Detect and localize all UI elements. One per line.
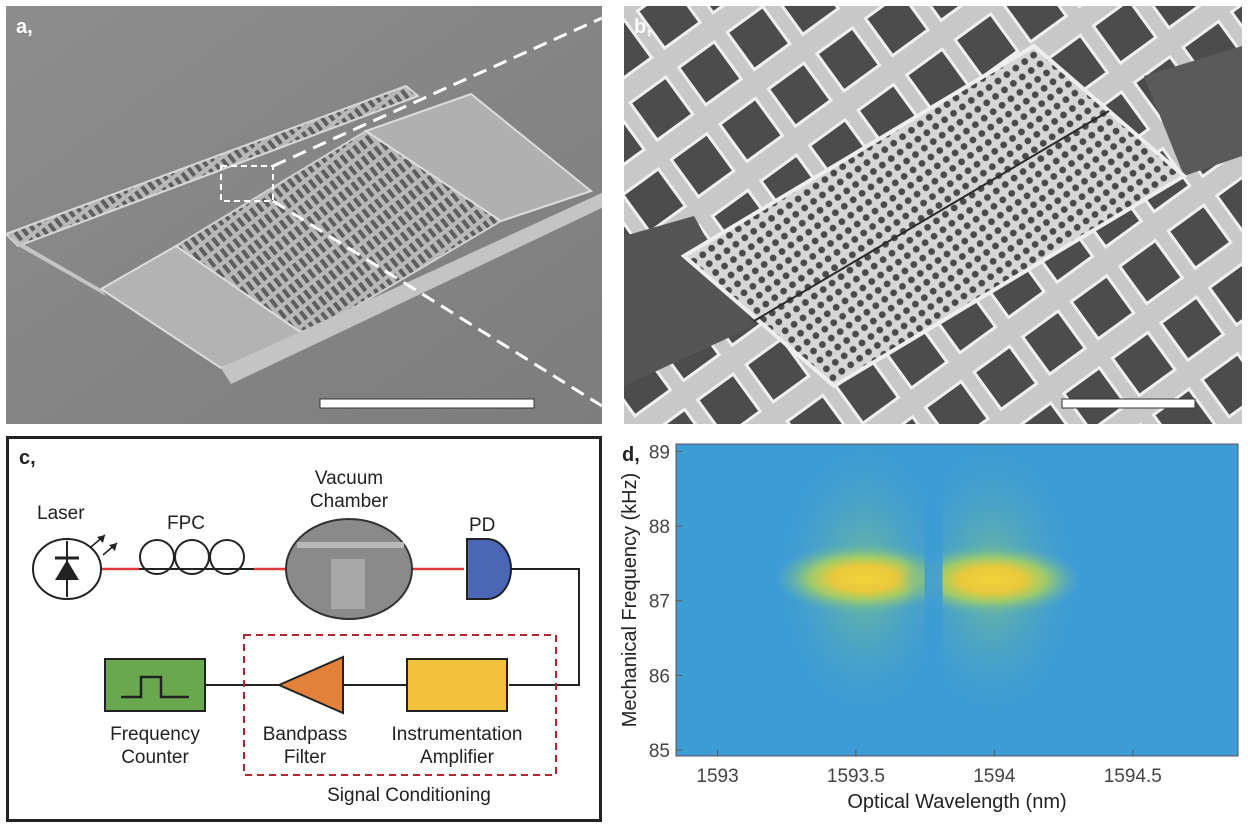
wire-pd-amplifier: [509, 568, 580, 686]
pd-label: PD: [469, 515, 495, 536]
y-axis-ticks: 85 86 87 88 89: [649, 442, 682, 762]
frequency-counter-icon: [104, 658, 206, 712]
x-axis-title: Optical Wavelength (nm): [847, 791, 1066, 813]
panel-a-label: a,: [16, 16, 33, 38]
amplifier-label-line2: Amplifier: [420, 747, 495, 768]
panel-c-setup-diagram: Laser FPC Vacuum Chamber PD Instrumentat…: [6, 436, 602, 822]
y-tick-label: 86: [649, 666, 670, 687]
y-tick-label: 87: [649, 592, 670, 613]
bandpass-filter-icon: [276, 655, 344, 715]
signal-conditioning-box: [243, 634, 557, 776]
fpc-label: FPC: [167, 513, 205, 534]
panel-c-label: c,: [19, 447, 36, 469]
panel-d-label: d,: [622, 444, 640, 466]
x-tick-label: 1594.5: [1104, 766, 1162, 787]
vacuum-chamber-icon: [285, 518, 413, 620]
panel-d-heatmap: 1593 1593.5 1594 1594.5 85 86 87 88 89 Optical …: [616, 436, 1246, 826]
x-tick-label: 1593: [696, 766, 738, 787]
y-tick-label: 85: [649, 741, 670, 762]
plot-frame: [675, 443, 1239, 757]
counter-label-line1: Frequency: [110, 724, 200, 745]
sem-overview-image: [6, 6, 602, 424]
heatmap-chart: 1593 1593.5 1594 1594.5 85 86 87 88 89 Optical …: [619, 442, 1239, 813]
vacuum-label-line2: Chamber: [310, 491, 389, 512]
amplifier-label-line1: Instrumentation: [392, 724, 523, 745]
signal-conditioning-label: Signal Conditioning: [327, 785, 491, 806]
null-band: [924, 444, 943, 756]
laser-label: Laser: [37, 503, 85, 524]
setup-diagram: Laser FPC Vacuum Chamber PD Instrumentat…: [32, 468, 580, 806]
panel-b-sem-zoom: b,: [624, 6, 1242, 424]
vacuum-label-line1: Vacuum: [315, 468, 383, 489]
counter-label-line2: Counter: [121, 747, 189, 768]
x-tick-label: 1593.5: [827, 766, 885, 787]
sem-zoom-image: [624, 6, 1242, 424]
y-tick-label: 88: [649, 517, 670, 538]
filter-label-line2: Filter: [284, 747, 327, 768]
y-axis-title: Mechanical Frequency (kHz): [619, 473, 641, 728]
y-tick-label: 89: [649, 442, 670, 463]
peak-lobe-2: [901, 543, 1082, 616]
panel-b-label: b,: [634, 16, 652, 38]
x-tick-label: 1594: [973, 766, 1016, 787]
amplifier-icon: [406, 658, 508, 712]
photodiode-icon: [466, 538, 512, 600]
filter-label-line1: Bandpass: [263, 724, 348, 745]
heatmap-intensity: [769, 444, 1087, 756]
x-axis-ticks: 1593 1593.5 1594 1594.5: [696, 750, 1162, 787]
laser-diode-icon: [32, 534, 118, 600]
panel-a-sem-overview: a,: [6, 6, 602, 424]
fpc-loops-icon: [139, 539, 254, 575]
